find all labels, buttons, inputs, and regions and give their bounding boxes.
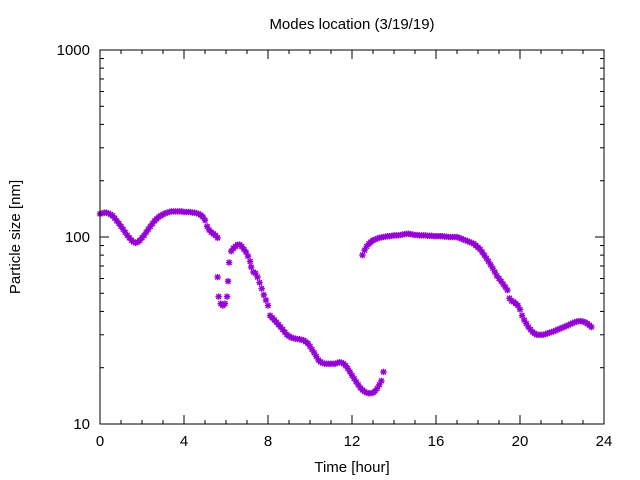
data-point xyxy=(254,273,261,281)
y-tick-label: 1000 xyxy=(57,42,90,59)
x-axis-label: Time [hour] xyxy=(314,459,389,476)
data-point xyxy=(380,368,387,376)
data-point xyxy=(504,286,511,294)
data-points xyxy=(96,208,595,397)
data-point xyxy=(500,280,507,288)
data-point xyxy=(258,285,265,292)
data-point xyxy=(201,216,209,224)
x-tick-label: 4 xyxy=(180,433,188,450)
data-point xyxy=(244,252,252,260)
data-point xyxy=(224,278,232,285)
data-point xyxy=(246,258,254,265)
x-tick-label: 12 xyxy=(344,433,361,450)
x-tick-label: 24 xyxy=(596,433,613,450)
y-axis: 10 100 1000 xyxy=(57,42,604,433)
x-axis: 0 4 8 12 16 20 24 xyxy=(96,50,613,450)
chart-title: Modes location (3/19/19) xyxy=(269,16,434,33)
data-point xyxy=(374,385,381,392)
data-point xyxy=(262,296,270,304)
x-tick-label: 0 xyxy=(96,433,104,450)
x-tick-label: 16 xyxy=(428,433,445,450)
data-point xyxy=(359,251,366,259)
data-point xyxy=(223,293,231,300)
data-point xyxy=(256,279,263,286)
data-point xyxy=(225,259,233,266)
y-axis-label: Particle size [nm] xyxy=(7,180,24,294)
data-point xyxy=(214,273,221,281)
data-point xyxy=(264,302,272,309)
x-tick-label: 20 xyxy=(512,433,529,450)
x-tick-label: 8 xyxy=(264,433,272,450)
data-point xyxy=(248,263,255,271)
data-point xyxy=(378,377,385,385)
y-tick-label: 100 xyxy=(65,229,90,246)
data-point xyxy=(516,306,524,313)
data-point xyxy=(221,300,229,307)
plot-frame xyxy=(99,49,605,425)
data-point xyxy=(479,248,486,256)
data-point xyxy=(215,293,222,300)
data-point xyxy=(588,323,595,331)
data-point xyxy=(214,234,221,242)
data-point xyxy=(260,291,267,299)
y-tick-label: 10 xyxy=(73,416,90,433)
